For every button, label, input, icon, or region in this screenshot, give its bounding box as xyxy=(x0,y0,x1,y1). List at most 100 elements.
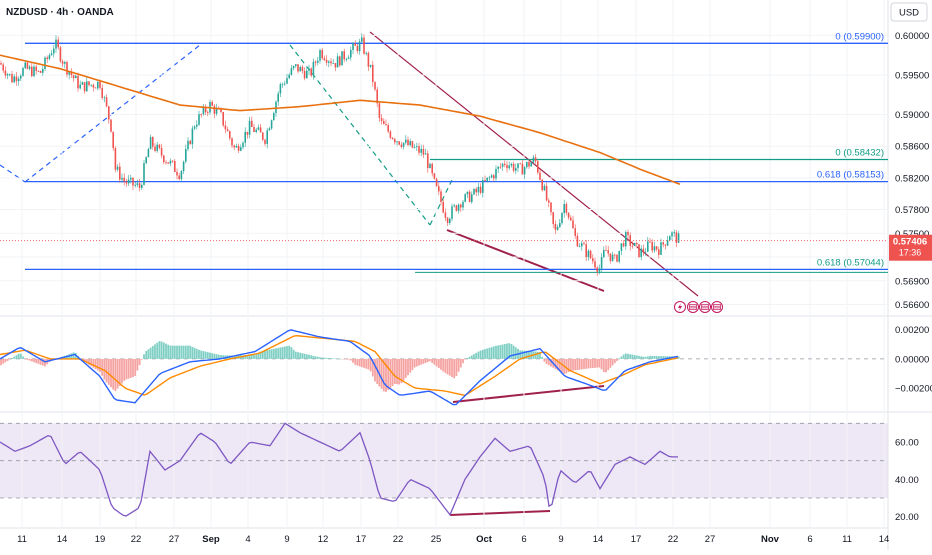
candle-body xyxy=(50,53,53,56)
macd-histogram-bar xyxy=(554,358,557,369)
macd-histogram-bar xyxy=(457,358,460,372)
macd-histogram-bar xyxy=(343,358,346,360)
macd-histogram-bar xyxy=(17,353,20,359)
macd-histogram-bar xyxy=(380,358,383,389)
macd-histogram-bar xyxy=(545,358,548,364)
rsi-divergence-line[interactable] xyxy=(449,510,551,516)
candle-body xyxy=(191,128,194,145)
symbol-title[interactable]: NZDUSD · 4h · OANDA xyxy=(6,7,114,18)
macd-histogram-bar xyxy=(664,356,667,359)
macd-histogram-bar xyxy=(409,358,412,373)
x-tick-label: 17 xyxy=(631,534,642,545)
y-tick-label: 0.57500 xyxy=(895,229,929,240)
candle-body xyxy=(587,250,590,258)
macd-histogram-bar xyxy=(198,349,200,359)
macd-histogram-bar xyxy=(629,354,632,359)
candle-body xyxy=(541,179,543,191)
event-markers[interactable] xyxy=(674,301,723,313)
candle-body xyxy=(532,157,535,163)
macd-histogram-bar xyxy=(644,356,647,359)
candle-body xyxy=(506,164,508,169)
candle-body xyxy=(537,161,539,173)
candle-body xyxy=(581,243,583,247)
candle-body xyxy=(394,139,396,143)
macd-histogram-bar xyxy=(270,349,273,359)
macd-histogram-bar xyxy=(618,358,621,360)
x-tick-label: 22 xyxy=(393,534,404,545)
candle-body xyxy=(622,243,625,247)
macd-histogram-bar xyxy=(642,356,645,359)
candle-body xyxy=(290,68,293,75)
macd-histogram-bar xyxy=(657,356,660,359)
flag-icon[interactable] xyxy=(699,301,711,313)
flag-icon[interactable] xyxy=(711,301,723,313)
candle-body xyxy=(675,232,678,243)
currency-button[interactable]: USD xyxy=(890,2,928,22)
candle-body xyxy=(677,233,680,243)
dashed-line-rise[interactable] xyxy=(24,44,201,183)
x-tick-label: 4 xyxy=(245,534,250,545)
currency-button-label[interactable]: USD xyxy=(899,8,919,19)
candle-body xyxy=(13,76,15,83)
macd-histogram-bar xyxy=(501,344,504,359)
candle-body xyxy=(257,127,260,130)
macd-histogram-bar xyxy=(433,358,436,365)
macd-histogram-bar xyxy=(475,352,478,359)
x-tick-label: 25 xyxy=(431,534,442,545)
macd-histogram-bar xyxy=(389,358,392,388)
candle-body xyxy=(618,250,620,262)
candle-body xyxy=(224,125,227,130)
macd-histogram-bar xyxy=(583,358,585,370)
y-tick-label: 0.56600 xyxy=(895,300,929,311)
candle-body xyxy=(336,56,339,68)
macd-histogram-bar xyxy=(35,358,38,364)
candle-body xyxy=(226,129,229,132)
candle-body xyxy=(33,66,35,77)
macd-histogram-bar xyxy=(484,349,486,359)
macd-histogram-bar xyxy=(0,358,2,366)
macd-histogram-bar xyxy=(118,358,121,386)
lightning-icon[interactable] xyxy=(674,301,686,313)
macd-divergence-line[interactable] xyxy=(452,385,605,403)
macd-histogram-bar xyxy=(94,358,97,370)
candle-body xyxy=(110,119,112,132)
price-axis[interactable]: 0.60000 0.59500 0.59000 0.58600 0.58200 0.578… xyxy=(895,31,932,523)
macd-histogram-bar xyxy=(503,344,506,359)
currency-button-bg[interactable] xyxy=(890,2,928,22)
candle-body xyxy=(567,212,570,218)
candle-body xyxy=(534,157,537,162)
candle-body xyxy=(204,106,207,113)
candle-body xyxy=(167,162,169,164)
macd-histogram-bar xyxy=(217,354,220,359)
candle-body xyxy=(299,66,301,72)
macd-histogram-bar xyxy=(316,356,319,359)
candle-body xyxy=(213,105,216,114)
y-tick-label: 0.59000 xyxy=(895,110,929,121)
levels-layer[interactable]: 0 (0.59900) 0 (0.58432) 0.618 (0.58153) 0.6… xyxy=(25,31,888,273)
macd-histogram-bar xyxy=(404,358,407,378)
candle-body xyxy=(409,141,411,146)
y-tick-label: 0.59500 xyxy=(895,70,929,81)
macd-histogram-bar xyxy=(182,345,185,359)
candle-body xyxy=(70,72,73,76)
candle-body xyxy=(68,72,70,75)
macd-histogram-bar xyxy=(13,356,16,359)
candle-body xyxy=(105,97,108,107)
x-tick-label: 9 xyxy=(284,534,289,545)
macd-histogram-bar xyxy=(96,358,99,371)
macd-histogram-bar xyxy=(305,354,308,359)
macd-histogram-bar xyxy=(134,358,137,376)
candle-body xyxy=(259,127,262,133)
candle-body xyxy=(495,168,497,179)
time-axis[interactable]: 11 14 19 22 27 Sep 4 9 12 17 22 25 Oct 6 9 14 17 22 27 Nov 6… xyxy=(17,534,889,545)
macd-histogram-bar xyxy=(429,358,431,362)
macd-histogram-bar xyxy=(154,344,156,359)
macd-histogram-bar xyxy=(107,358,110,385)
x-tick-label: 6 xyxy=(521,534,526,545)
flag-icon[interactable] xyxy=(687,301,699,313)
y-tick-label: 0.58200 xyxy=(895,173,929,184)
candle-body xyxy=(435,178,438,187)
bar-countdown: 17:36 xyxy=(899,248,922,258)
candle-body xyxy=(264,139,266,144)
